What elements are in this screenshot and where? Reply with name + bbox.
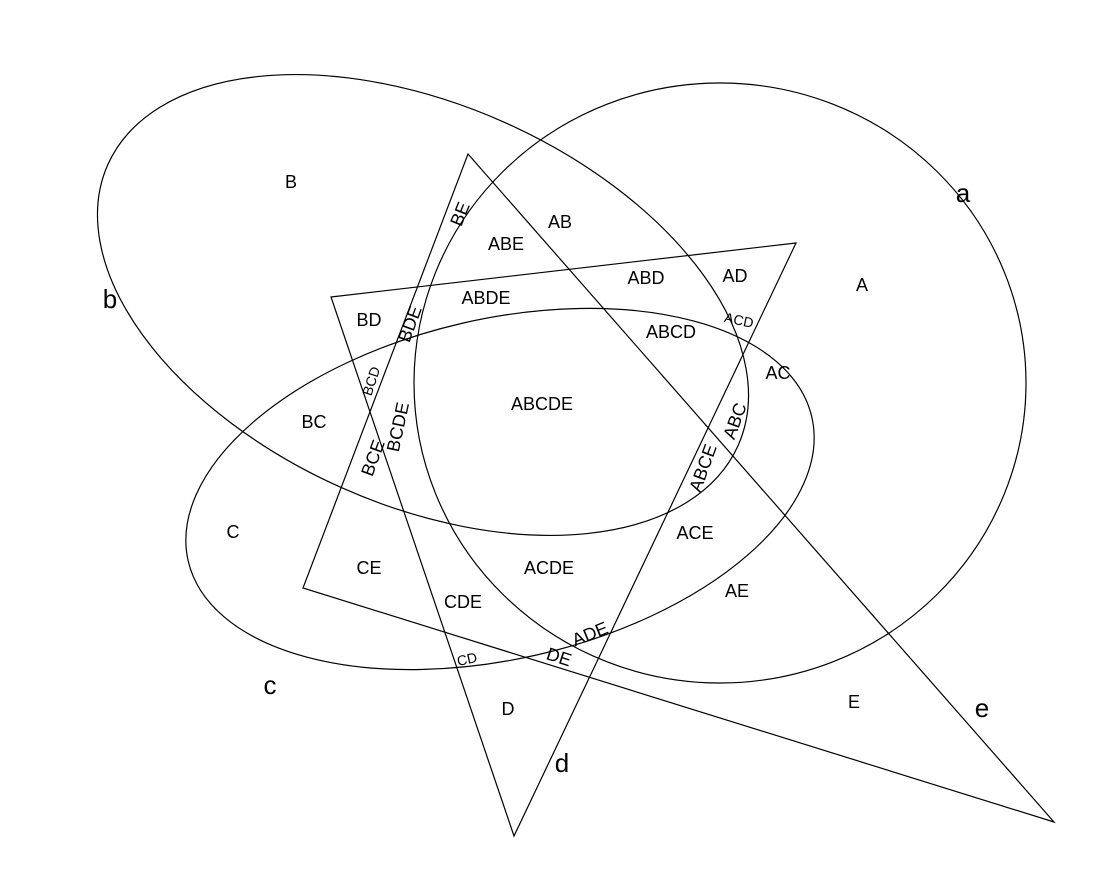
region-B: B <box>285 172 297 192</box>
region-AD: AD <box>722 266 747 286</box>
region-D: D <box>502 699 515 719</box>
region-BE: BE <box>446 199 474 229</box>
region-ACDE: ACDE <box>524 558 574 578</box>
region-ABCD: ABCD <box>646 322 696 342</box>
region-CD: CD <box>455 649 478 669</box>
region-ABD: ABD <box>627 268 664 288</box>
set-label-c: c <box>264 670 277 700</box>
set-a-ellipse <box>413 82 1027 684</box>
region-ABCDE: ABCDE <box>511 394 573 414</box>
set-label-b: b <box>103 284 117 314</box>
region-A: A <box>856 275 868 295</box>
set-e-triangle <box>302 152 1056 824</box>
region-AC: AC <box>765 363 790 383</box>
region-ACD: ACD <box>723 309 755 331</box>
region-BDE: BDE <box>394 303 425 345</box>
region-BD: BD <box>356 310 381 330</box>
set-c-ellipse <box>185 307 815 671</box>
region-AB: AB <box>548 212 572 232</box>
region-BCDE: BCDE <box>383 400 413 453</box>
region-CDE: CDE <box>444 592 482 612</box>
region-BC: BC <box>301 412 326 432</box>
set-label-e: e <box>975 693 989 723</box>
region-E: E <box>848 692 860 712</box>
region-CE: CE <box>356 558 381 578</box>
set-label-a: a <box>956 178 971 208</box>
region-ABE: ABE <box>488 234 524 254</box>
region-DE: DE <box>544 644 574 671</box>
region-BCD: BCD <box>359 364 383 397</box>
set-label-d: d <box>555 748 569 778</box>
region-AE: AE <box>725 581 749 601</box>
region-ACE: ACE <box>676 523 713 543</box>
region-C: C <box>227 522 240 542</box>
region-ABCE: ABCE <box>685 442 721 495</box>
region-ABDE: ABDE <box>461 288 510 308</box>
set-d-triangle <box>330 242 798 838</box>
